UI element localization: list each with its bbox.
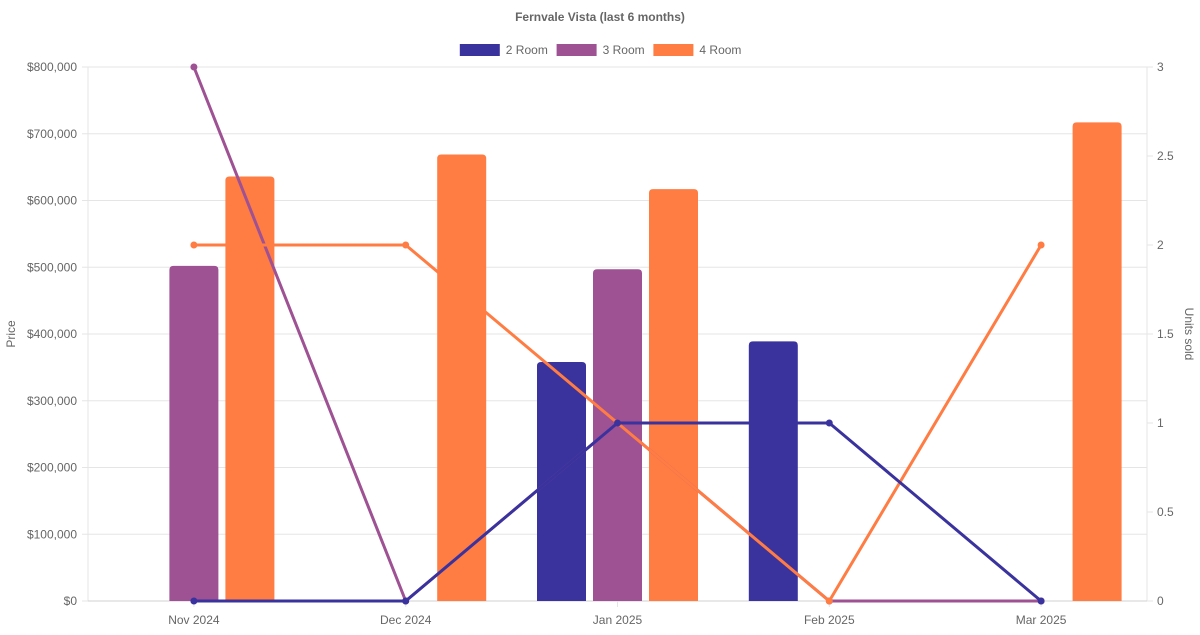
left-tick-label: $400,000 xyxy=(27,327,77,341)
units-point xyxy=(825,419,833,427)
x-tick-label: Mar 2025 xyxy=(1016,613,1067,627)
price-bar xyxy=(748,341,798,601)
left-tick-label: $200,000 xyxy=(27,461,77,475)
units-point xyxy=(614,419,621,427)
right-tick-label: 2.5 xyxy=(1157,149,1174,163)
units-point xyxy=(402,241,410,249)
right-tick-label: 3 xyxy=(1157,60,1164,74)
price-bar xyxy=(225,176,275,601)
left-tick-label: $300,000 xyxy=(27,394,77,408)
legend-swatch xyxy=(653,44,694,56)
right-axis: 0 0.5 1 1.5 2 2.5 3 xyxy=(1146,60,1174,608)
left-tick-label: $800,000 xyxy=(27,60,77,74)
right-tick-label: 0.5 xyxy=(1157,505,1174,519)
left-tick-label: $0 xyxy=(64,594,78,608)
x-axis: Nov 2024 Dec 2024 Jan 2025 Feb 2025 Mar 2025 xyxy=(88,600,1147,627)
price-bar xyxy=(1072,122,1122,601)
units-point xyxy=(190,597,198,605)
price-bar xyxy=(537,362,586,601)
chart-title: Fernvale Vista (last 6 months) xyxy=(515,10,685,24)
legend-label: 2 Room xyxy=(506,43,548,57)
legend-label: 4 Room xyxy=(699,43,741,57)
right-tick-label: 0 xyxy=(1157,594,1164,608)
left-tick-label: $700,000 xyxy=(27,127,77,141)
legend: 2 Room 3 Room 4 Room xyxy=(459,43,741,57)
units-point xyxy=(1037,597,1045,605)
units-point xyxy=(1037,241,1045,249)
price-bar xyxy=(169,265,219,601)
y-axis-right-label: Units sold xyxy=(1182,308,1196,361)
right-tick-label: 1.5 xyxy=(1157,327,1174,341)
legend-swatch xyxy=(459,44,500,56)
x-tick-label: Feb 2025 xyxy=(804,613,855,627)
units-point xyxy=(190,241,198,249)
left-tick-label: $100,000 xyxy=(27,527,77,541)
units-point xyxy=(402,597,410,605)
left-tick-label: $600,000 xyxy=(27,194,77,208)
bars xyxy=(169,122,1122,601)
left-tick-label: $500,000 xyxy=(27,260,77,274)
x-tick-label: Dec 2024 xyxy=(380,613,432,627)
x-tick-label: Jan 2025 xyxy=(593,613,643,627)
y-axis-left-label: Price xyxy=(4,320,18,348)
right-tick-label: 2 xyxy=(1157,238,1164,252)
legend-swatch xyxy=(556,44,597,56)
price-bar xyxy=(649,189,698,601)
lines xyxy=(190,63,1045,605)
left-axis: $0 $100,000 $200,000 $300,000 $400,000 $500,0… xyxy=(27,60,89,608)
x-tick-label: Nov 2024 xyxy=(168,613,220,627)
price-bar xyxy=(593,269,642,601)
legend-label: 3 Room xyxy=(603,43,645,57)
units-point xyxy=(190,63,198,71)
units-point xyxy=(825,597,833,605)
price-bar xyxy=(437,154,487,601)
right-tick-label: 1 xyxy=(1157,416,1164,430)
